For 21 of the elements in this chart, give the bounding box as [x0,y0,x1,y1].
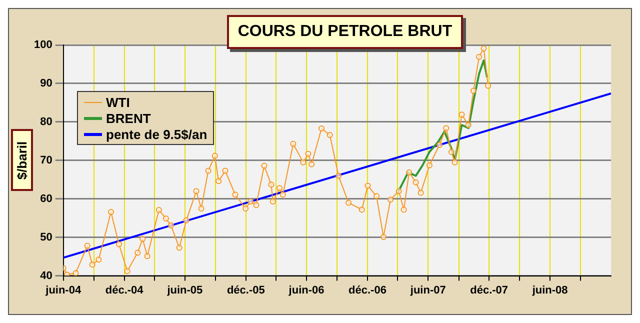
y-tick-label: 40 [40,270,52,282]
legend-label: WTI [106,94,130,110]
legend-label: pente de 9.5$/an [106,126,208,142]
x-tick-label: juin-06 [288,284,324,296]
x-tick-label: déc.-06 [348,284,386,296]
x-tick-label: juin-08 [531,284,568,296]
x-tick-label: déc.-05 [226,284,265,296]
y-tick-label: 80 [40,116,52,128]
chart-title: COURS DU PETROLE BRUT [227,15,463,49]
y-tick-label: 60 [40,192,52,205]
x-tick-label: juin-05 [166,284,203,296]
y-tick-label: 50 [40,231,52,244]
x-tick-label: juin-04 [44,284,82,296]
y-tick-label: 70 [40,154,52,166]
y-tick-label: 90 [40,78,52,90]
x-tick-label: juin-07 [409,284,446,296]
y-tick-label: 100 [34,39,52,52]
x-tick-label: déc.-07 [470,284,508,296]
legend-label: BRENT [106,110,151,126]
x-tick-label: déc.-04 [105,284,144,296]
y-axis-title: $/baril [14,140,30,180]
